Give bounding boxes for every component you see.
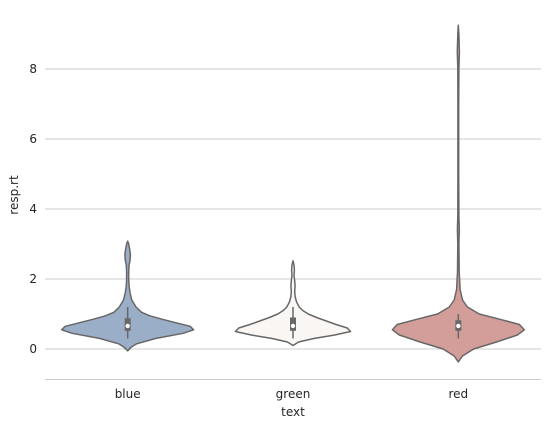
median-red [456, 323, 461, 329]
y-tick-label-8: 8 [29, 62, 37, 76]
y-tick-label-2: 2 [29, 272, 37, 286]
violin-red [391, 24, 526, 363]
x-tick-labels: blue green red [115, 387, 468, 401]
x-axis-label: text [281, 405, 305, 419]
violins [60, 24, 526, 363]
x-tick-label-green: green [276, 387, 311, 401]
y-tick-label-0: 0 [29, 342, 37, 356]
violin-green [234, 260, 352, 347]
x-tick-label-blue: blue [115, 387, 141, 401]
y-tick-label-4: 4 [29, 202, 37, 216]
violin-blue [60, 240, 195, 352]
y-tick-label-6: 6 [29, 132, 37, 146]
y-tick-labels: 0 2 4 6 8 [29, 62, 37, 356]
median-green [290, 323, 296, 329]
x-tick-label-red: red [448, 387, 468, 401]
y-axis-label: resp.rt [7, 175, 21, 215]
median-blue [125, 323, 130, 329]
